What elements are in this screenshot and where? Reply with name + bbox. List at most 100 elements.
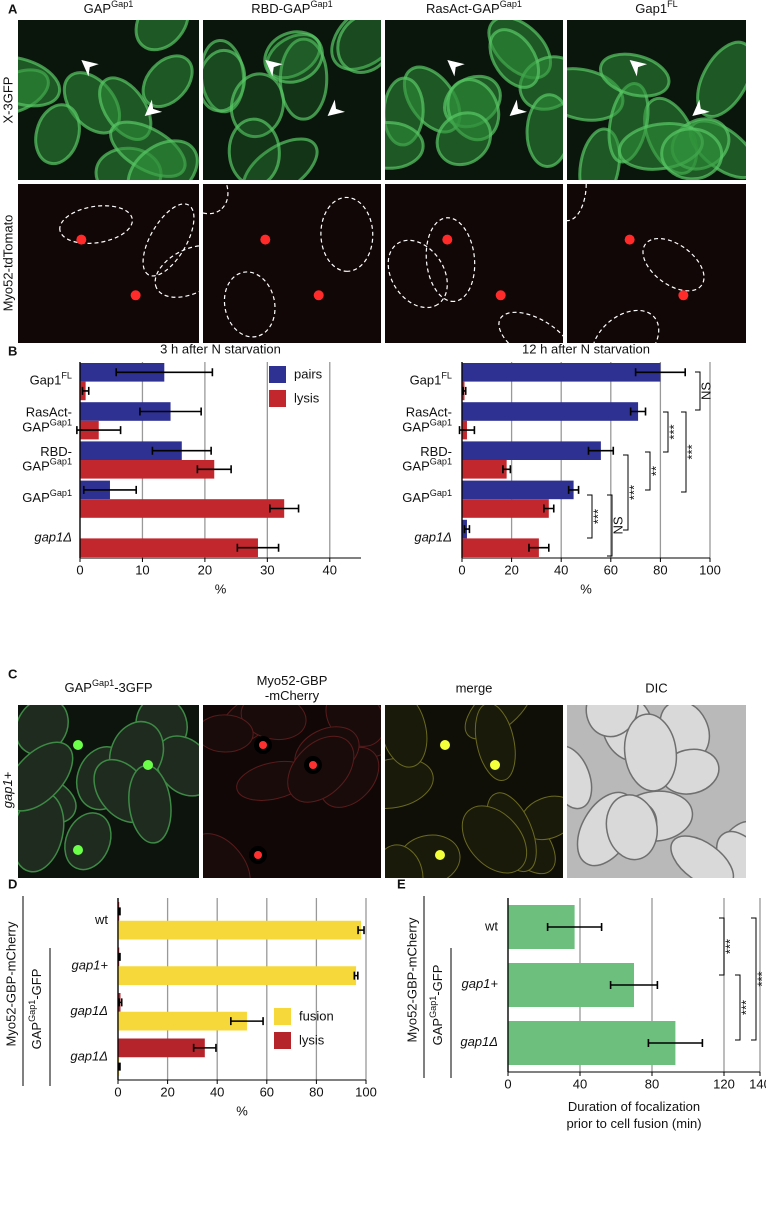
bar <box>508 1021 676 1065</box>
bar <box>462 460 507 479</box>
micrograph <box>203 20 381 180</box>
dot <box>495 290 506 301</box>
error-bar <box>609 981 659 989</box>
legend-label: lysis <box>294 390 320 405</box>
category-label: Gap1FL <box>410 371 452 388</box>
superscript: Gap1 <box>310 0 332 9</box>
bar <box>462 402 639 421</box>
dot <box>73 845 83 855</box>
cell <box>567 745 593 810</box>
cell <box>385 120 425 170</box>
dot <box>678 290 689 301</box>
arrowhead <box>447 60 465 77</box>
category-label: wt <box>94 912 108 927</box>
error-bar <box>353 971 359 980</box>
x-tick-label: 80 <box>645 1076 659 1091</box>
significance-label: *** <box>738 1000 753 1015</box>
category-label: GAPGap1 <box>402 457 452 474</box>
cell <box>605 794 658 861</box>
group-label: Myo52-GBP-mCherry <box>3 921 18 1046</box>
dot <box>624 234 635 245</box>
column-header: GAPGap1 <box>84 0 134 16</box>
micrograph <box>18 705 199 878</box>
cell <box>203 833 251 878</box>
cell <box>435 111 493 167</box>
arrowhead <box>81 60 99 77</box>
column-header: Myo52-GBP <box>257 673 328 688</box>
significance-bracket <box>663 411 669 453</box>
legend-label: lysis <box>299 1032 325 1047</box>
category-label: gap1+ <box>71 958 108 973</box>
bar <box>118 1038 205 1058</box>
micrograph <box>18 184 199 343</box>
cell <box>34 103 81 166</box>
label-part: Gap1 <box>635 1 667 16</box>
significance-bracket <box>735 974 741 1041</box>
micrograph <box>385 705 563 878</box>
cell <box>18 741 74 812</box>
category-label: GAPGap1 <box>22 489 72 506</box>
arrowhead <box>265 60 283 77</box>
bar <box>462 538 539 557</box>
x-tick-label: 60 <box>260 1084 274 1099</box>
group-label: Myo52-GBP-mCherry <box>404 917 419 1042</box>
micrograph <box>385 20 563 180</box>
cell <box>336 20 381 74</box>
superscript: Gap1 <box>50 489 72 499</box>
cell <box>461 805 528 874</box>
superscript: Gap1 <box>430 489 452 499</box>
error-bar <box>546 923 603 931</box>
x-tick-label: 0 <box>504 1076 511 1091</box>
x-tick-label: 40 <box>573 1076 587 1091</box>
x-axis-label: Duration of focalization <box>568 1099 700 1114</box>
cell <box>263 30 324 84</box>
significance-label: *** <box>684 444 699 459</box>
column-header: RBD-GAPGap1 <box>251 0 332 16</box>
column-header: Gap1FL <box>635 0 677 16</box>
superscript: Gap1 <box>430 418 452 428</box>
arrowhead <box>692 99 710 116</box>
x-tick-label: 40 <box>323 562 337 577</box>
micrograph-background <box>385 184 563 343</box>
label-part: -3GFP <box>114 680 152 695</box>
category-label: GAPGap1 <box>402 418 452 435</box>
cell <box>425 217 476 303</box>
superscript: Gap1 <box>430 457 452 467</box>
cell <box>660 127 724 180</box>
cell <box>585 705 639 738</box>
error-bar <box>634 368 686 377</box>
error-bar <box>76 426 122 435</box>
cell <box>241 137 319 180</box>
category-label: GAPGap1 <box>402 489 452 506</box>
arrowhead <box>144 99 163 116</box>
error-bar <box>629 407 647 416</box>
label-part: RBD-GAP <box>251 1 310 16</box>
dot <box>440 740 450 750</box>
legend-swatch <box>274 1008 291 1025</box>
label-part: GAP <box>22 491 49 506</box>
dot <box>260 234 271 245</box>
x-tick-label: 100 <box>355 1084 377 1099</box>
cell <box>488 28 541 89</box>
legend-swatch <box>269 390 286 407</box>
chart-title: 12 h after N starvation <box>522 341 650 356</box>
label-part: gap1+ <box>71 958 108 973</box>
dot <box>435 850 445 860</box>
micrograph <box>567 20 746 180</box>
column-header: DIC <box>645 680 667 695</box>
bar <box>462 499 549 518</box>
label-part: gap1+ <box>0 771 15 808</box>
bar <box>80 460 215 479</box>
panel-letter: A <box>8 1 18 16</box>
significance-bracket <box>607 494 613 557</box>
x-tick-label: 120 <box>713 1076 735 1091</box>
dot <box>143 760 153 770</box>
superscript: FL <box>441 371 452 381</box>
cell <box>141 54 194 109</box>
significance-bracket <box>719 917 725 976</box>
label-part: GAP <box>22 459 49 474</box>
bar <box>462 363 661 382</box>
group-label: GAPGap1-GFP <box>27 969 44 1050</box>
x-axis-label: % <box>215 581 227 596</box>
x-tick-label: 80 <box>653 562 667 577</box>
